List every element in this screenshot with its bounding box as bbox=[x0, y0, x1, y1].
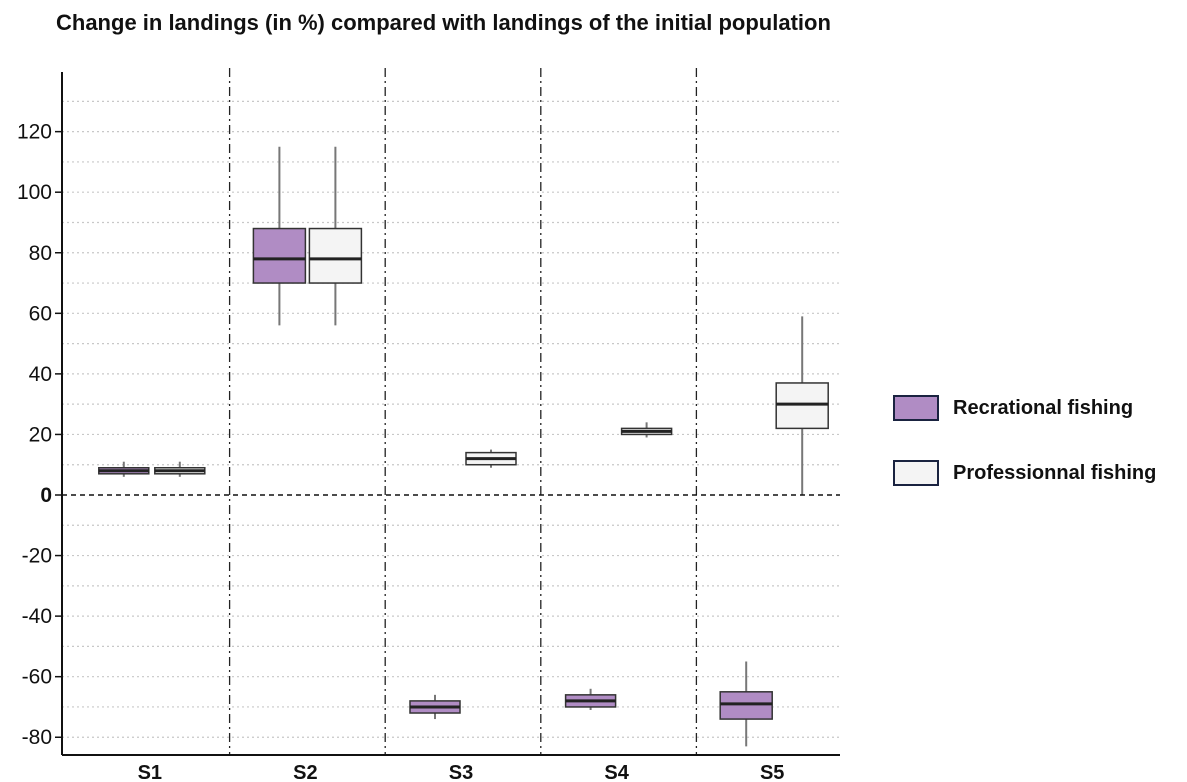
box-body bbox=[775, 382, 829, 430]
box-plot-S4-recreational bbox=[564, 688, 617, 710]
y-tick-label: 60 bbox=[29, 302, 52, 325]
box-plots bbox=[98, 146, 829, 747]
y-tick-label: 40 bbox=[29, 363, 52, 386]
box-plot-S3-professional bbox=[465, 449, 517, 468]
legend: Recrational fishing Professionnal fishing bbox=[893, 395, 1156, 486]
box-plot-S5-professional bbox=[775, 316, 829, 495]
legend-label: Recrational fishing bbox=[953, 397, 1133, 419]
x-category-label: S1 bbox=[138, 762, 162, 782]
legend-swatch bbox=[893, 460, 939, 486]
category-dividers bbox=[228, 68, 698, 755]
box-plot-S4-professional bbox=[620, 422, 673, 438]
box-plot-S1-recreational bbox=[98, 461, 150, 477]
legend-swatch bbox=[893, 395, 939, 421]
box-body bbox=[308, 227, 363, 284]
box-plot-S5-recreational bbox=[719, 661, 773, 747]
box-plot-S2-professional bbox=[308, 146, 363, 326]
box-body bbox=[252, 227, 307, 284]
legend-label: Professionnal fishing bbox=[953, 462, 1156, 484]
y-tick-label: 120 bbox=[17, 121, 52, 144]
x-category-label: S5 bbox=[760, 762, 784, 782]
y-tick-label: 0 bbox=[40, 484, 52, 507]
box-plot-S2-recreational bbox=[252, 146, 307, 326]
x-category-label: S3 bbox=[449, 762, 473, 782]
y-tick-label: -20 bbox=[22, 545, 52, 568]
grid-lines bbox=[62, 100, 840, 738]
axes: -80 -60 -40 -20 0 20 40 60 80 100 120 S1 S2 S3 S4 S5 bbox=[17, 72, 840, 782]
box-plot-S1-professional bbox=[154, 461, 206, 477]
box-plot-S3-recreational bbox=[409, 694, 461, 720]
y-tick-label: -40 bbox=[22, 605, 52, 628]
x-category-label: S4 bbox=[604, 762, 629, 782]
y-tick-label: 80 bbox=[29, 242, 52, 265]
y-tick-label: 100 bbox=[17, 181, 52, 204]
x-category-label: S2 bbox=[293, 762, 317, 782]
y-tick-label: -60 bbox=[22, 666, 52, 689]
chart-title: Change in landings (in %) compared with … bbox=[56, 10, 831, 35]
y-tick-label: -80 bbox=[22, 726, 52, 749]
box-body bbox=[719, 691, 773, 720]
y-tick-label: 20 bbox=[29, 423, 52, 446]
